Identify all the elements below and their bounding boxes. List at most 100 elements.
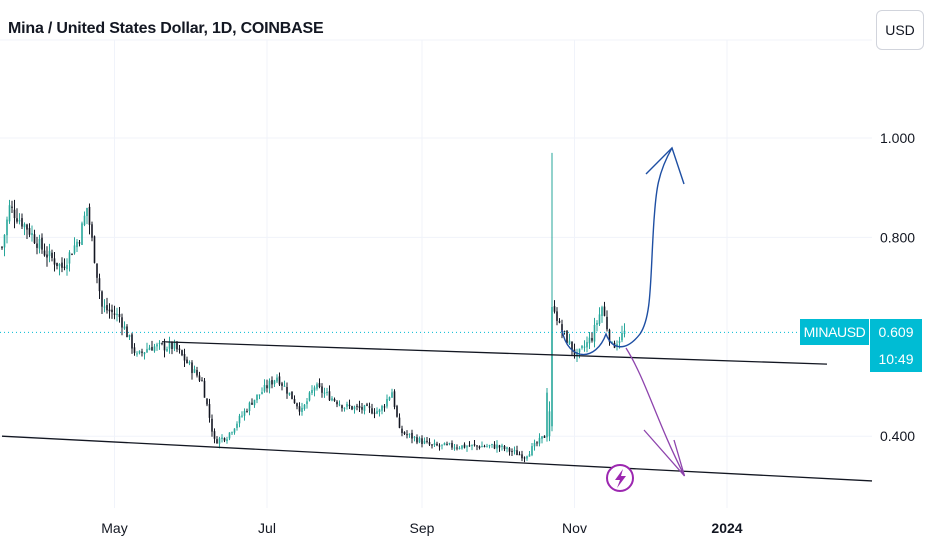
candle-body [171,342,173,349]
candle-body [376,411,378,414]
last-price-tag: 0.609 [870,319,922,345]
candle-body [391,392,393,398]
candle-body [496,444,498,449]
candle-body [461,445,463,449]
candle-body [306,401,308,405]
drawing-down-path[interactable] [625,347,686,477]
x-tick-label: Sep [410,520,435,536]
candle-body [301,407,303,413]
candle-body [323,392,326,394]
candle-body [353,406,356,410]
candle-body [51,252,53,258]
candle-body [201,380,203,382]
drawing-up-path[interactable] [561,147,673,356]
candle-body [463,444,466,448]
candle-body [596,322,598,325]
candle-body [38,239,41,249]
candle-body [271,380,273,385]
candle-body [366,404,368,406]
candle-body [433,443,436,445]
candle-body [113,313,116,315]
candle-body [133,347,136,353]
candle-body [28,228,31,235]
candle-body [136,353,138,355]
candle-body [368,406,371,408]
candle-body [151,347,153,351]
candle-body [273,380,276,385]
candle-body [16,218,18,222]
candle-body [196,370,198,376]
candle-body [608,329,611,342]
candle-body [398,417,401,428]
candle-body [556,311,558,321]
candle-body [313,387,316,391]
candle-body [541,436,543,439]
candle-body [358,405,361,408]
candle-body [126,326,128,338]
candle-body [78,242,81,244]
candle-body [403,432,406,435]
candle-body [578,348,581,353]
candle-body [41,237,43,250]
candle-body [256,394,258,401]
candle-body [523,457,526,459]
candle-body [1,247,3,249]
candle-body [611,341,613,343]
candle-body [303,404,306,409]
candle-body [488,445,491,447]
candle-body [186,359,188,364]
candle-body [286,387,288,394]
candle-body [181,350,183,356]
candle-body [158,342,161,344]
candle-body [553,306,556,312]
candle-body [421,438,423,444]
candle-body [13,209,16,219]
candle-body [453,447,456,449]
candle-body [238,415,241,424]
candle-body [311,389,313,394]
lightning-icon[interactable] [606,464,634,492]
currency-button[interactable]: USD [876,10,924,50]
candle-body [618,341,621,343]
candle-body [598,314,601,325]
x-tick-label: Jul [258,520,276,536]
candle-body [348,404,351,407]
trendline-lower[interactable] [1,435,873,482]
candle-body [588,337,591,344]
chart-title: Mina / United States Dollar, 1D, COINBAS… [8,20,324,37]
candle-body [341,405,343,409]
drawing-down-arrowhead[interactable] [643,429,686,477]
candle-body [518,454,521,456]
candle-body [141,351,143,353]
candle-body [161,343,163,345]
candle-body [103,306,106,308]
candle-body [548,411,551,437]
candle-body [493,444,496,449]
candle-body [268,380,271,389]
candle-body [346,404,348,407]
candle-body [3,234,6,248]
trendline-upper[interactable] [161,341,828,365]
candle-body [483,445,486,447]
candle-body [378,409,381,412]
candle-body [223,438,226,441]
candle-body [538,437,541,444]
candle-body [228,432,231,439]
candle-body [226,439,228,442]
candle-body [71,254,73,256]
candle-body [148,347,151,350]
candle-body [603,306,606,316]
candle-body [563,331,566,333]
candle-body [476,445,478,447]
candle-body [56,262,58,266]
candle-body [261,392,263,394]
candle-body [206,398,208,405]
candle-body [153,346,156,352]
candle-body [293,398,296,404]
candle-body [66,264,68,270]
candle-body [388,397,391,400]
drawing-up-arrowhead[interactable] [645,146,685,185]
candle-body [216,439,218,444]
